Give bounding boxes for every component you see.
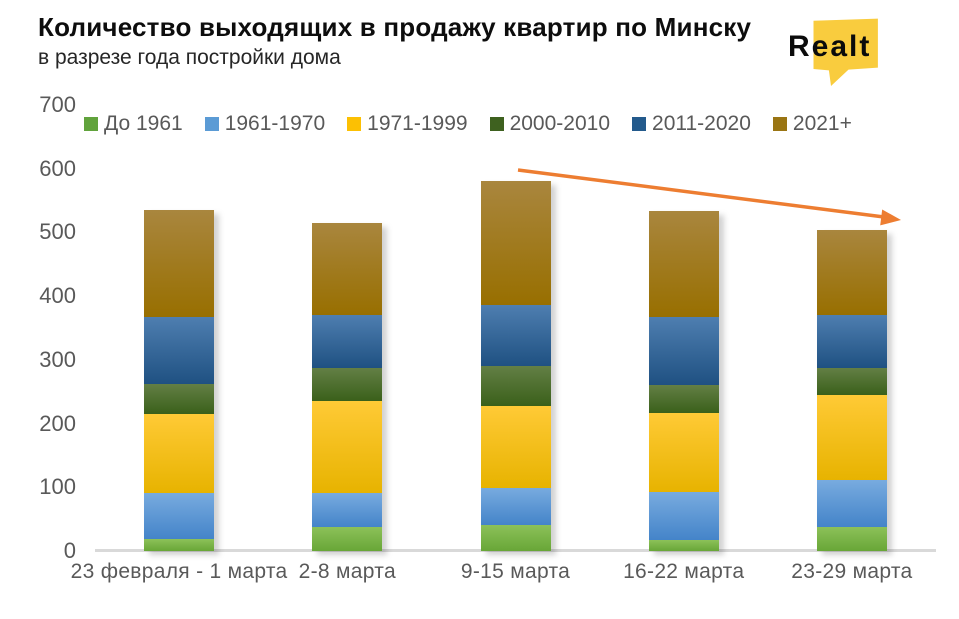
bar-segment [312,526,383,551]
legend-item: 1971-1999 [347,112,468,136]
legend-swatch [632,117,647,131]
y-axis-tick-label: 300 [39,346,76,372]
legend-swatch [84,117,98,131]
bar-segment [816,394,887,481]
legend-swatch [489,117,504,131]
bar-segment [312,400,383,493]
bar-segment [648,385,719,414]
bar-segment [480,487,551,525]
x-axis-label: 23 февраля - 1 марта [70,560,288,583]
trend-arrow-head [880,209,901,226]
bar-segment [144,316,215,385]
x-axis-label: 2-8 марта [298,560,396,583]
bar-segment [480,305,551,367]
bar-segment [816,315,887,369]
y-axis-tick-label: 600 [39,155,76,181]
bar-segment [816,526,887,551]
legend-swatch [772,117,787,131]
legend: До 1961 1961-1970 1971-1999 2000-2010 2011-2… [84,112,852,136]
legend-swatch [204,117,219,131]
bar-segment [144,413,215,493]
legend-item: 2000-2010 [489,112,611,136]
bar-segment [480,366,551,406]
bar-segment [648,316,719,386]
x-axis-label: 23-29 марта [791,560,913,583]
x-axis-label: 9-15 марта [460,560,571,583]
legend-label: 2021+ [792,112,852,135]
logo-text: Realt [788,30,872,63]
bar-segment [144,492,215,540]
x-axis-label: 16-22 марта [623,560,745,583]
realt-logo: Realt [786,14,946,88]
y-axis-tick-label: 500 [39,219,76,245]
bar-segment [480,524,551,551]
bar-segment [816,229,887,316]
bar-segment [648,413,719,493]
stacked-bar [312,222,383,551]
page-title: Количество выходящих в продажу квартир п… [38,12,752,42]
bar-segment [312,492,383,527]
bar-segment [816,368,887,395]
page-subtitle: в разрезе года постройки дома [38,46,341,69]
y-axis-tick-label: 200 [39,410,76,436]
stacked-bar [648,210,719,551]
bar-segment [648,210,719,317]
bar-segment [648,539,719,551]
y-axis-tick-label: 400 [39,283,76,309]
bar-segment [144,384,215,414]
y-axis-tick-label: 100 [39,474,76,500]
legend-label: 1961-1970 [224,112,326,135]
stacked-bar [816,229,887,551]
legend-swatch [347,117,362,131]
bar-segment [648,492,719,540]
bar-segment [312,368,383,401]
legend-item: 1961-1970 [204,112,326,136]
legend-item: 2021+ [772,112,852,136]
legend-label: До 1961 [104,112,183,135]
legend-item: До 1961 [84,112,183,136]
legend-label: 1971-1999 [367,112,468,135]
y-axis-tick-label: 0 [63,538,76,563]
legend-item: 2011-2020 [632,112,751,136]
legend-label: 2000-2010 [509,112,611,135]
legend-label: 2011-2020 [652,112,751,135]
bar-segment [312,315,383,369]
bar-segment [480,405,551,488]
bar-segment [816,480,887,527]
bar-segment [312,222,383,316]
y-axis-tick-label: 700 [39,92,76,117]
stacked-bar [144,210,215,551]
stacked-bar [480,181,551,551]
bar-segment [480,181,551,306]
bar-segment [144,210,215,317]
bar-segment [144,539,215,551]
